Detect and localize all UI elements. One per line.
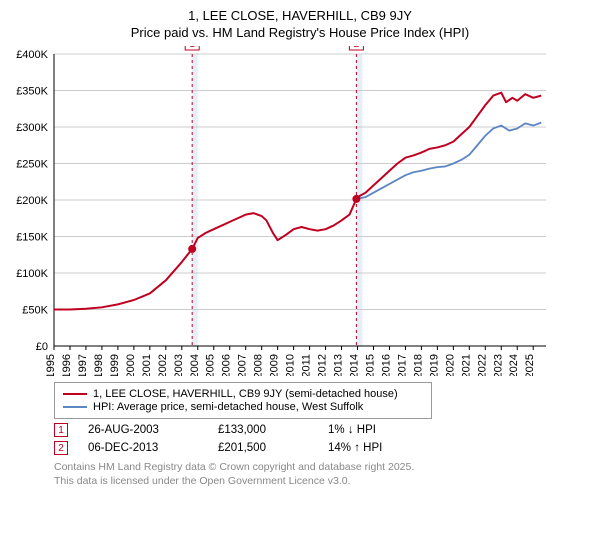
sale-rows: 1 26-AUG-2003 £133,000 1% ↓ HPI 2 06-DEC-2013…	[54, 423, 590, 455]
sale-price: £201,500	[218, 442, 308, 454]
x-tick-label: 1997	[77, 354, 89, 376]
price-chart: £0 £50K £100K £150K £200K £250K £300K £350K £400…	[10, 46, 550, 376]
x-tick-label: 2024	[508, 354, 520, 376]
x-tick-label: 2012	[317, 354, 329, 376]
x-tick-label: 2017	[396, 354, 408, 376]
y-tick-label: £300K	[16, 122, 48, 134]
legend-row: 1, LEE CLOSE, HAVERHILL, CB9 9JY (semi-d…	[63, 388, 423, 400]
legend-label: HPI: Average price, semi-detached house,…	[93, 401, 363, 413]
x-tick-label: 2000	[125, 354, 137, 376]
x-tick-label: 1999	[109, 354, 121, 376]
sale-row-marker: 2	[54, 441, 68, 455]
y-tick-label: £250K	[16, 159, 48, 171]
chart-title-block: 1, LEE CLOSE, HAVERHILL, CB9 9JY Price p…	[10, 8, 590, 40]
x-tick-label: 1996	[61, 354, 73, 376]
sale-row: 2 06-DEC-2013 £201,500 14% ↑ HPI	[54, 441, 590, 455]
x-tick-label: 2013	[333, 354, 345, 376]
sale-date: 06-DEC-2013	[88, 442, 198, 454]
x-tick-label: 2011	[301, 354, 313, 376]
x-tick-label: 2021	[460, 354, 472, 376]
y-tick-label: £150K	[16, 232, 48, 244]
x-tick-label: 2014	[349, 354, 361, 376]
x-tick-label: 2008	[253, 354, 265, 376]
y-tick-label: £0	[36, 341, 48, 353]
sale-row-marker: 1	[54, 423, 68, 437]
legend-row: HPI: Average price, semi-detached house,…	[63, 401, 423, 413]
sale-row: 1 26-AUG-2003 £133,000 1% ↓ HPI	[54, 423, 590, 437]
x-tick-label: 1995	[45, 354, 57, 376]
legend: 1, LEE CLOSE, HAVERHILL, CB9 9JY (semi-d…	[54, 382, 432, 419]
legend-swatch	[63, 393, 87, 395]
x-tick-label: 2016	[380, 354, 392, 376]
x-tick-label: 2015	[364, 354, 376, 376]
title-line-1: 1, LEE CLOSE, HAVERHILL, CB9 9JY	[10, 8, 590, 23]
y-tick-label: £400K	[16, 49, 48, 61]
sale-marker-number: 1	[189, 46, 195, 50]
chart-container: £0 £50K £100K £150K £200K £250K £300K £350K £400…	[10, 46, 590, 376]
legend-label: 1, LEE CLOSE, HAVERHILL, CB9 9JY (semi-d…	[93, 388, 398, 400]
x-tick-label: 1998	[93, 354, 105, 376]
y-tick-label: £200K	[16, 195, 48, 207]
x-tick-label: 2020	[444, 354, 456, 376]
x-tick-label: 2009	[269, 354, 281, 376]
y-tick-label: £50K	[22, 305, 48, 317]
x-tick-label: 2025	[524, 354, 536, 376]
x-tick-label: 2022	[476, 354, 488, 376]
x-tick-label: 2019	[428, 354, 440, 376]
x-tick-label: 2001	[141, 354, 153, 376]
x-tick-label: 2018	[412, 354, 424, 376]
y-tick-label: £100K	[16, 268, 48, 280]
x-tick-label: 2010	[285, 354, 297, 376]
x-tick-label: 2006	[221, 354, 233, 376]
sale-marker-dot	[352, 195, 360, 203]
sale-delta: 1% ↓ HPI	[328, 424, 408, 436]
sale-marker-number: 2	[354, 46, 360, 50]
attribution-line-2: This data is licensed under the Open Gov…	[54, 475, 590, 489]
legend-swatch	[63, 406, 87, 408]
y-tick-label: £350K	[16, 86, 48, 98]
x-tick-label: 2005	[205, 354, 217, 376]
sale-price: £133,000	[218, 424, 308, 436]
x-tick-label: 2004	[189, 354, 201, 376]
sale-delta: 14% ↑ HPI	[328, 442, 408, 454]
title-line-2: Price paid vs. HM Land Registry's House …	[10, 25, 590, 40]
x-tick-label: 2003	[173, 354, 185, 376]
x-tick-label: 2007	[237, 354, 249, 376]
x-tick-label: 2002	[157, 354, 169, 376]
x-tick-label: 2023	[492, 354, 504, 376]
sale-marker-dot	[188, 245, 196, 253]
attribution-line-1: Contains HM Land Registry data © Crown c…	[54, 461, 590, 475]
attribution: Contains HM Land Registry data © Crown c…	[54, 461, 590, 488]
sale-date: 26-AUG-2003	[88, 424, 198, 436]
